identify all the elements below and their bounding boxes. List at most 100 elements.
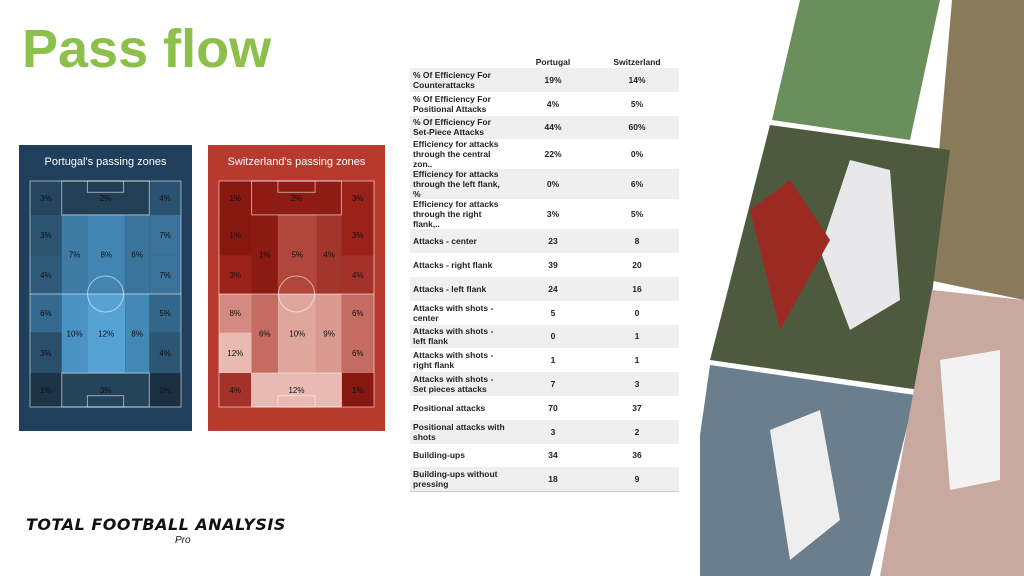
zone [61,373,150,407]
goal-box [277,395,316,408]
zone [251,373,342,407]
zone-label: 4% [352,271,364,280]
value-cell: 9 [595,467,679,492]
zone [341,373,374,407]
zone [219,373,252,407]
value-cell: 44% [511,115,595,140]
zone-label: 1% [229,194,241,203]
zone-label: 12% [288,386,304,395]
label-cell: Attacks - center [410,229,511,254]
label-cell: Building-ups [413,450,465,461]
zone [341,294,374,333]
zone [61,294,88,374]
panel-title: Portugal's passing zones [45,156,167,168]
table-row: Building-ups 34 36 [410,444,679,468]
header-row: Portugal Switzerland [410,56,679,68]
value-cell: 4% [546,98,560,109]
zone [61,214,88,294]
zone-label: 4% [229,386,241,395]
zone [219,332,252,374]
panel-title: Switzerland's passing zones [228,156,366,168]
zone-label: 7% [159,271,171,280]
zone [149,332,181,374]
table-row: Building-ups without pressing 18 9 [410,467,679,492]
zone [125,214,150,294]
zone-label: 7% [159,231,171,240]
zone-label: 9% [323,330,335,339]
photo [940,350,1000,490]
zone [149,373,181,407]
header-cell [410,56,511,68]
zone-label: 1% [352,386,364,395]
label-cell: % Of Efficiency For Set-Piece Attacks [410,115,511,140]
zone [149,255,181,294]
logo: TOTAL FOOTBALL ANALYSIS [26,515,286,534]
zone-label: 8% [131,330,143,339]
center-circle [278,275,315,313]
value-cell: 0% [630,149,644,160]
zone-label: 6% [131,250,143,259]
label-cell: % Of Efficiency For Counterattacks [410,68,511,92]
zone-label: 4% [159,349,171,358]
goal-box [277,180,316,193]
value-cell: 18 [511,467,595,492]
value-cell: 34 [548,450,558,461]
label-cell: Attacks with shots - left flank [410,324,511,349]
logo-tier: Pro [175,535,191,546]
label-cell: Attacks with shots - center [413,302,494,323]
table-row: Positional attacks with shots 3 2 [410,419,679,444]
value-cell: 3 [595,372,679,396]
zone-label: 10% [67,330,83,339]
photo [772,0,940,140]
table-row: Attacks with shots - center 5 0 [410,301,679,325]
zone [30,294,62,333]
zone [316,214,342,294]
label-cell: Attacks - left flank [410,276,511,301]
value-cell: 60% [595,115,679,140]
stats-table: Portugal Switzerland% Of Efficiency For C… [410,56,679,492]
zone [341,181,374,215]
label-cell: Efficiency for attacks through the centr… [413,139,499,170]
zone [219,294,252,333]
zone-label: 0% [159,386,171,395]
zone [125,294,150,374]
value-cell: 8 [595,229,679,254]
value-cell: 22% [544,149,562,160]
value-cell: 3% [546,209,560,220]
pitches: Portugal's passing zones 3% 3% 4% 6% 3% 1% 4% 7%… [19,145,385,431]
value-cell: 0 [634,307,640,318]
photo [820,160,900,330]
zone [341,214,374,256]
value-cell: 5 [550,307,556,318]
goal-box [86,395,125,408]
value-cell: 1 [634,355,640,366]
label-cell: Positional attacks with shots [410,419,511,444]
label-cell: Efficiency for attacks through the left … [410,169,511,200]
value-cell: 5% [630,209,644,220]
zone-label: 3% [352,194,364,203]
zone [149,181,181,215]
zone-label: 6% [40,309,52,318]
table-row: Attacks with shots - right flank 1 1 [410,348,679,372]
label-cell: Positional attacks [413,402,486,413]
table-row: Efficiency for attacks through the left … [410,169,679,200]
zone-label: 7% [69,250,81,259]
zone [316,294,342,374]
zone-label: 4% [40,271,52,280]
zone [61,181,150,215]
zone [30,332,62,374]
photo [750,180,830,330]
zone-label: 3% [229,271,241,280]
zone-label: 4% [159,194,171,203]
label-cell: Efficiency for attacks through the right… [413,199,499,230]
zone-label: 12% [227,349,243,358]
zone-label: 3% [40,349,52,358]
value-cell: 24 [511,276,595,301]
zone-label: 3% [40,231,52,240]
zone-label: 12% [98,330,114,339]
label-cell: Attacks with shots - right flank [413,350,494,371]
value-cell: 70 [548,402,558,413]
label-cell: Building-ups without pressing [410,467,511,492]
zone-label: 2% [291,194,303,203]
zone [251,214,278,294]
